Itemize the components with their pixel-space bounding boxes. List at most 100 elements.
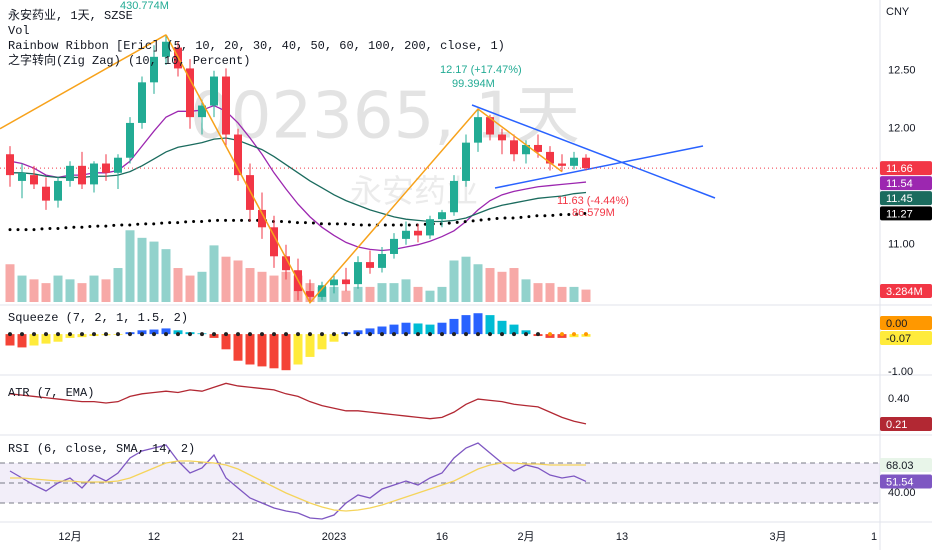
- candle-body: [78, 165, 86, 185]
- volume-bar: [161, 249, 171, 302]
- squeeze-dot: [332, 332, 336, 337]
- squeeze-dot: [500, 332, 504, 337]
- volume-bar: [353, 286, 363, 302]
- candle-body: [30, 175, 38, 185]
- squeeze-bar: [53, 334, 63, 342]
- squeeze-bar: [377, 326, 387, 335]
- candle-body: [258, 209, 266, 228]
- squeeze-dot: [308, 332, 312, 337]
- candle-body: [102, 163, 110, 173]
- candle-body: [570, 157, 578, 166]
- ma-line: [8, 211, 588, 232]
- rsi-line: [9, 442, 587, 520]
- squeeze-bar: [425, 324, 435, 335]
- squeeze-dot: [548, 332, 552, 337]
- volume-bar: [125, 230, 135, 302]
- squeeze-bar: [317, 334, 327, 350]
- price-badge-label: 0.21: [886, 419, 907, 431]
- candle-body: [342, 279, 350, 285]
- candle-body: [546, 151, 554, 164]
- volume-bar: [17, 275, 27, 302]
- price-badge: [880, 474, 932, 489]
- candle-body: [426, 219, 434, 236]
- x-tick-label: 12月: [58, 531, 81, 543]
- squeeze-dot: [464, 332, 468, 337]
- volume-bar: [113, 268, 123, 302]
- candle-body: [114, 157, 122, 173]
- price-badge-label: 11.45: [886, 193, 913, 205]
- annotation: 99.394M: [452, 78, 495, 90]
- x-tick-label: 1: [871, 531, 877, 543]
- squeeze-dot: [8, 332, 12, 337]
- y-tick-label: 12.50: [888, 65, 916, 77]
- squeeze-dot: [56, 332, 60, 337]
- candle-body: [282, 256, 290, 271]
- squeeze-dot: [572, 332, 576, 337]
- atr-line: [9, 382, 587, 425]
- volume-bar: [401, 279, 411, 302]
- squeeze-bar: [161, 328, 171, 335]
- squeeze-dot: [128, 332, 132, 337]
- price-badge: [880, 417, 932, 431]
- y-tick-label: 40.00: [888, 487, 916, 499]
- candle-body: [558, 163, 566, 166]
- candle-body: [198, 105, 206, 118]
- squeeze-bar: [149, 329, 159, 335]
- annotation: 430.774M: [120, 0, 169, 12]
- candle-body: [210, 76, 218, 106]
- pane-title: RSI (6, close, SMA, 14, 2): [8, 442, 195, 456]
- x-tick-label: 3月: [769, 531, 786, 543]
- volume-bar: [509, 268, 519, 302]
- legend-line: 之字转向(Zig Zag) (10, 10, Percent): [8, 52, 250, 68]
- squeeze-dot: [104, 332, 108, 337]
- squeeze-bar: [41, 334, 51, 344]
- volume-bar: [221, 256, 231, 302]
- y-tick-label: -1.00: [888, 366, 913, 378]
- squeeze-dot: [560, 332, 564, 337]
- x-tick-label: 13: [616, 531, 628, 543]
- volume-bar: [485, 268, 495, 302]
- x-tick-label: 2023: [322, 531, 346, 543]
- volume-bar: [581, 289, 591, 302]
- candle-body: [414, 230, 422, 236]
- zigzag-line: [165, 34, 563, 304]
- legend-line: Rainbow Ribbon [Eric] (5, 10, 20, 30, 40…: [8, 39, 505, 53]
- squeeze-dot: [296, 332, 300, 337]
- volume-bar: [533, 283, 543, 302]
- volume-bar: [389, 283, 399, 302]
- y-tick-label: 11.00: [888, 239, 915, 251]
- price-badge: [880, 457, 932, 472]
- squeeze-dot: [488, 332, 492, 337]
- volume-bar: [197, 271, 207, 302]
- squeeze-bar: [29, 334, 39, 346]
- squeeze-bar: [17, 334, 27, 348]
- candle-body: [90, 163, 98, 185]
- squeeze-bar: [257, 334, 267, 367]
- squeeze-bar: [293, 334, 303, 365]
- price-badge-label: 11.27: [886, 208, 913, 220]
- price-badge-label: -0.07: [886, 333, 911, 345]
- squeeze-dot: [188, 332, 192, 337]
- squeeze-dot: [380, 332, 384, 337]
- price-badge: [880, 176, 932, 191]
- squeeze-dot: [512, 332, 516, 337]
- candle-body: [126, 122, 134, 158]
- volume-bar: [329, 286, 339, 302]
- candle-body: [486, 117, 494, 135]
- x-tick-label: 2月: [517, 531, 534, 543]
- volume-bar: [521, 279, 531, 302]
- candle-body: [222, 76, 230, 135]
- candle-body: [378, 253, 386, 268]
- candle-body: [42, 186, 50, 201]
- volume-bar: [29, 279, 39, 302]
- squeeze-bar: [281, 334, 291, 371]
- squeeze-bar: [497, 320, 507, 335]
- volume-bar: [53, 275, 63, 302]
- squeeze-dot: [20, 332, 24, 337]
- squeeze-bar: [401, 322, 411, 335]
- volume-bar: [569, 286, 579, 302]
- volume-bar: [269, 275, 279, 302]
- volume-bar: [137, 237, 147, 302]
- squeeze-dot: [92, 332, 96, 337]
